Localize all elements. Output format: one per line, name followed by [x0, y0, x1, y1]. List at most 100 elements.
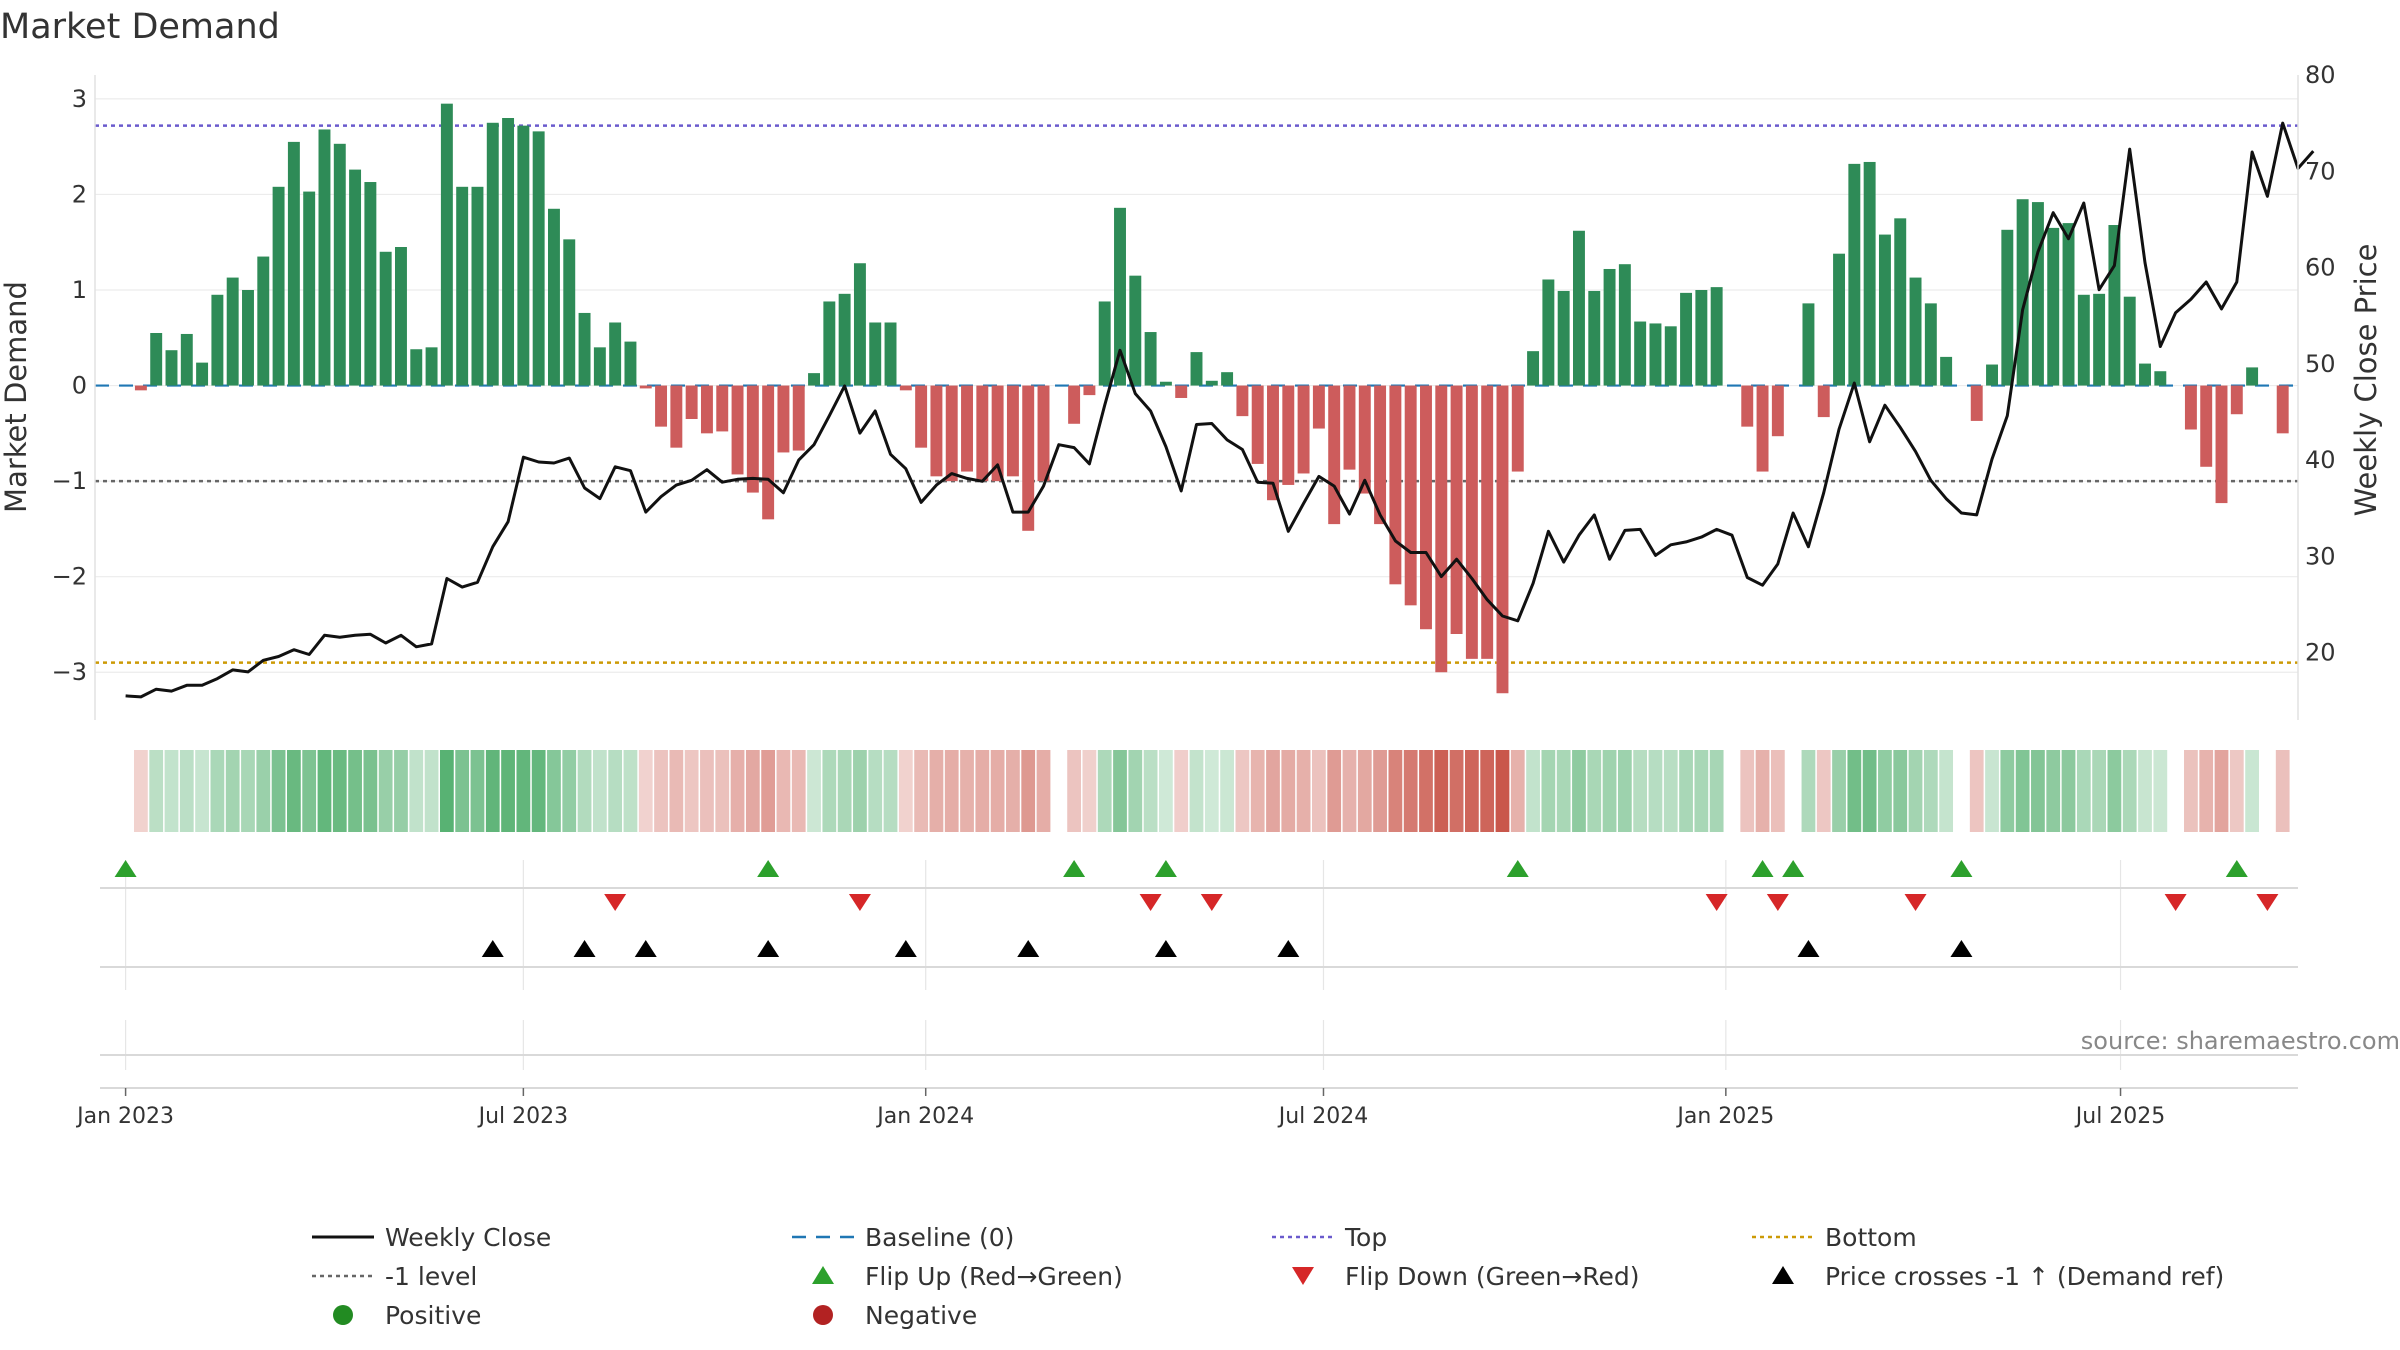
demand-bar: [486, 122, 499, 386]
heat-cell: [2138, 750, 2152, 832]
heat-cell: [1327, 750, 1342, 832]
demand-bar: [2200, 385, 2213, 467]
heat-cell: [2046, 750, 2061, 832]
price-cross-marker: [481, 940, 504, 957]
heat-cell: [2031, 750, 2045, 832]
demand-bar: [1940, 356, 1953, 386]
demand-bar: [1481, 385, 1494, 659]
grid: [95, 98, 2298, 1089]
demand-bar: [930, 385, 943, 477]
heat-cell: [1128, 750, 1143, 832]
demand-bar: [1175, 385, 1188, 398]
demand-bar: [165, 350, 178, 386]
demand-bar: [991, 385, 1004, 482]
heat-cell: [1250, 750, 1265, 832]
flip-down-marker: [604, 894, 627, 911]
demand-bar: [1267, 385, 1279, 501]
flip-down-marker: [2164, 894, 2187, 911]
flip-down-marker: [848, 894, 871, 911]
legend-label: Price crosses -1 ↑ (Demand ref): [1825, 1262, 2224, 1291]
demand-bar: [1848, 163, 1861, 386]
demand-bar: [150, 333, 163, 386]
heat-cell: [669, 750, 684, 832]
heat-cell: [730, 750, 745, 832]
demand-bar: [1986, 364, 1998, 386]
heat-cell: [1266, 750, 1280, 832]
heat-cell: [470, 750, 485, 832]
demand-bar: [746, 385, 759, 493]
heat-cell: [1541, 750, 1556, 832]
demand-bar: [976, 385, 989, 482]
legend-swatch: [812, 1266, 834, 1284]
legend-label: Negative: [865, 1301, 977, 1330]
demand-bar: [1282, 385, 1295, 485]
heat-cell: [1969, 750, 1984, 832]
demand-bar: [1802, 303, 1815, 386]
demand-bar: [257, 256, 270, 386]
price-cross-marker: [1950, 940, 1973, 957]
flip-down-marker: [1766, 894, 1789, 911]
demand-bar: [1588, 290, 1601, 386]
demand-bar: [1236, 385, 1249, 417]
demand-bar: [1420, 385, 1432, 630]
heat-cell: [1342, 750, 1357, 832]
heat-cell: [1113, 750, 1127, 832]
demand-bar: [1450, 385, 1463, 634]
x-tick-label: Jul 2023: [477, 1104, 569, 1129]
price-cross-marker: [1797, 940, 1820, 957]
heat-cell: [1296, 750, 1311, 832]
flip-up-marker: [1154, 860, 1177, 877]
heat-cell: [1281, 750, 1296, 832]
heat-cell: [1862, 750, 1877, 832]
demand-bar: [1328, 385, 1341, 525]
demand-bar: [242, 290, 254, 386]
heat-cell: [378, 750, 393, 832]
heat-cell: [1633, 750, 1648, 832]
demand-bar: [1251, 385, 1264, 464]
demand-bar: [303, 191, 316, 386]
legend-swatch: [1772, 1266, 1794, 1284]
heat-cell: [960, 750, 974, 832]
heat-cell: [210, 750, 225, 832]
flip-up-marker: [1063, 860, 1086, 877]
heat-cell: [807, 750, 821, 832]
demand-bar: [808, 373, 821, 386]
demand-bar: [838, 293, 851, 386]
demand-bar: [196, 362, 209, 386]
legend-item: Flip Down (Green→Red): [1292, 1262, 1640, 1291]
demand-bar: [1404, 385, 1417, 606]
heat-cell: [1036, 750, 1051, 832]
price-cross-marker: [634, 940, 657, 957]
legend-label: -1 level: [385, 1262, 477, 1291]
price-series: [125, 121, 2315, 699]
heat-cell: [2245, 750, 2259, 832]
heat-cell: [302, 750, 317, 832]
demand-bar: [1878, 234, 1891, 386]
demand-bar: [547, 208, 560, 386]
heat-cell: [1556, 750, 1571, 832]
heat-cell: [195, 750, 209, 832]
flip-up-marker: [114, 860, 137, 877]
flip-down-marker: [1200, 894, 1223, 911]
heat-cell: [2199, 750, 2214, 832]
heat-cell: [516, 750, 531, 832]
heat-cell: [1143, 750, 1158, 832]
heat-cell: [149, 750, 164, 832]
demand-bar: [333, 143, 346, 386]
heat-cell: [1602, 750, 1617, 832]
legend-item: Price crosses -1 ↑ (Demand ref): [1772, 1262, 2224, 1291]
flip-down-marker: [1139, 894, 1162, 911]
heat-cell: [1067, 750, 1081, 832]
demand-bar: [1771, 385, 1784, 437]
demand-bar: [1909, 277, 1922, 386]
heat-cell: [1908, 750, 1923, 832]
demand-bar: [2062, 223, 2075, 386]
legend: Weekly Close Baseline (0) Top Bottom -1 leve…: [312, 1223, 2224, 1330]
legend-item: Bottom: [1752, 1223, 1917, 1252]
heat-cell: [1740, 750, 1755, 832]
demand-bar: [287, 141, 300, 386]
event-markers: [114, 860, 2279, 957]
demand-bar: [1465, 385, 1478, 659]
price-cross-marker: [894, 940, 917, 957]
x-tick-label: Jul 2025: [2074, 1104, 2166, 1129]
